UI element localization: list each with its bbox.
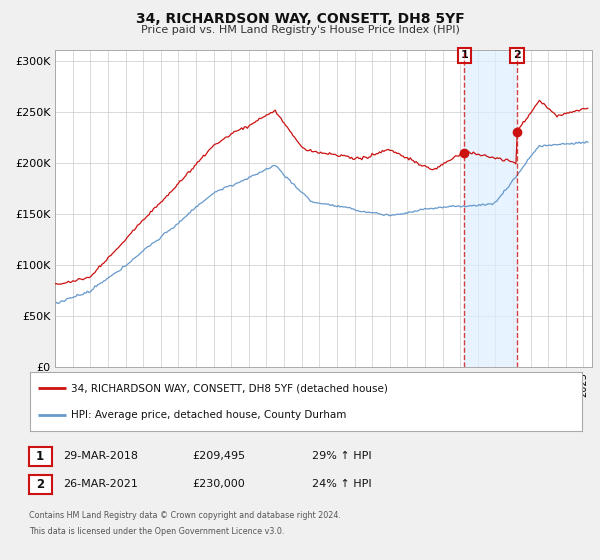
Text: 34, RICHARDSON WAY, CONSETT, DH8 5YF (detached house): 34, RICHARDSON WAY, CONSETT, DH8 5YF (de… bbox=[71, 383, 388, 393]
Text: £209,495: £209,495 bbox=[192, 451, 245, 461]
Text: This data is licensed under the Open Government Licence v3.0.: This data is licensed under the Open Gov… bbox=[29, 527, 284, 536]
Text: 1: 1 bbox=[460, 50, 468, 60]
Text: 1: 1 bbox=[36, 450, 44, 464]
Text: 2: 2 bbox=[36, 478, 44, 492]
Text: Price paid vs. HM Land Registry's House Price Index (HPI): Price paid vs. HM Land Registry's House … bbox=[140, 25, 460, 35]
Text: 34, RICHARDSON WAY, CONSETT, DH8 5YF: 34, RICHARDSON WAY, CONSETT, DH8 5YF bbox=[136, 12, 464, 26]
Text: 29% ↑ HPI: 29% ↑ HPI bbox=[312, 451, 371, 461]
Text: Contains HM Land Registry data © Crown copyright and database right 2024.: Contains HM Land Registry data © Crown c… bbox=[29, 511, 341, 520]
Text: 24% ↑ HPI: 24% ↑ HPI bbox=[312, 479, 371, 489]
Text: 26-MAR-2021: 26-MAR-2021 bbox=[63, 479, 138, 489]
Text: £230,000: £230,000 bbox=[192, 479, 245, 489]
Bar bbox=[464, 50, 517, 367]
Text: 29-MAR-2018: 29-MAR-2018 bbox=[63, 451, 138, 461]
Text: HPI: Average price, detached house, County Durham: HPI: Average price, detached house, Coun… bbox=[71, 410, 347, 421]
Text: 2: 2 bbox=[513, 50, 521, 60]
